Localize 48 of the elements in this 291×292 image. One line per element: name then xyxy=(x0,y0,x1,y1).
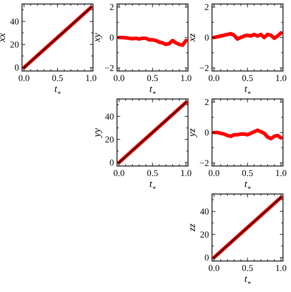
x-tick-label: 0.0 xyxy=(208,263,220,273)
x-tick-label: 0.0 xyxy=(208,73,220,83)
x-tick-label: 0.5 xyxy=(146,73,159,83)
y-axis-title: xz xyxy=(187,33,198,43)
x-tick-label: 1.0 xyxy=(180,73,192,83)
x-tick-label: 0.5 xyxy=(242,73,254,83)
y-axis-title: yy xyxy=(92,128,103,138)
x-tick-label: 1.0 xyxy=(275,73,288,83)
y-tick-label: −2 xyxy=(104,62,114,73)
x-tick-label: 0.0 xyxy=(113,73,126,83)
y-tick-label: 40 xyxy=(200,206,210,216)
y-tick-label: 2 xyxy=(204,2,209,12)
y-tick-label: 20 xyxy=(105,134,114,144)
y-axis-title: zz xyxy=(187,224,198,232)
x-axis-title: t$_{*}$ xyxy=(149,179,156,193)
x-tick-label: 0.0 xyxy=(208,168,220,178)
x-tick-label: 0.0 xyxy=(113,168,126,178)
y-tick-label: 20 xyxy=(200,229,210,240)
y-axis-title: xy xyxy=(92,32,103,43)
y-tick-label: 0 xyxy=(204,128,210,138)
x-axis-title: t$_{*}$ xyxy=(54,84,62,98)
y-tick-label: 20 xyxy=(10,39,20,50)
x-axis-title: t$_{*}$ xyxy=(244,274,252,288)
y-tick-label: −2 xyxy=(199,158,209,168)
x-tick-label: 0.0 xyxy=(18,73,30,83)
x-tick-label: 1.0 xyxy=(85,73,98,83)
x-tick-label: 0.5 xyxy=(52,73,64,83)
x-tick-label: 1.0 xyxy=(275,263,288,273)
y-tick-label: 0 xyxy=(110,32,114,42)
x-tick-label: 0.5 xyxy=(146,168,159,178)
y-tick-label: 2 xyxy=(110,2,114,12)
y-tick-label: 40 xyxy=(105,111,114,122)
y-tick-label: 2 xyxy=(204,97,209,108)
y-tick-label: 0 xyxy=(110,158,114,168)
y-tick-label: 40 xyxy=(10,16,20,26)
y-tick-label: 0 xyxy=(14,62,20,73)
y-tick-label: −2 xyxy=(199,62,209,73)
y-tick-label: 0 xyxy=(204,252,210,263)
x-axis-title: t$_{*}$ xyxy=(244,179,252,193)
y-axis-title: yz xyxy=(187,128,198,138)
y-axis-title: xx xyxy=(0,32,8,43)
x-axis-title: t$_{*}$ xyxy=(149,84,156,98)
x-tick-label: 0.5 xyxy=(242,263,254,273)
x-tick-label: 1.0 xyxy=(180,168,192,178)
x-axis-title: t$_{*}$ xyxy=(244,84,252,98)
x-tick-label: 1.0 xyxy=(275,168,288,178)
y-tick-label: 0 xyxy=(204,32,210,42)
x-tick-label: 0.5 xyxy=(242,168,254,178)
